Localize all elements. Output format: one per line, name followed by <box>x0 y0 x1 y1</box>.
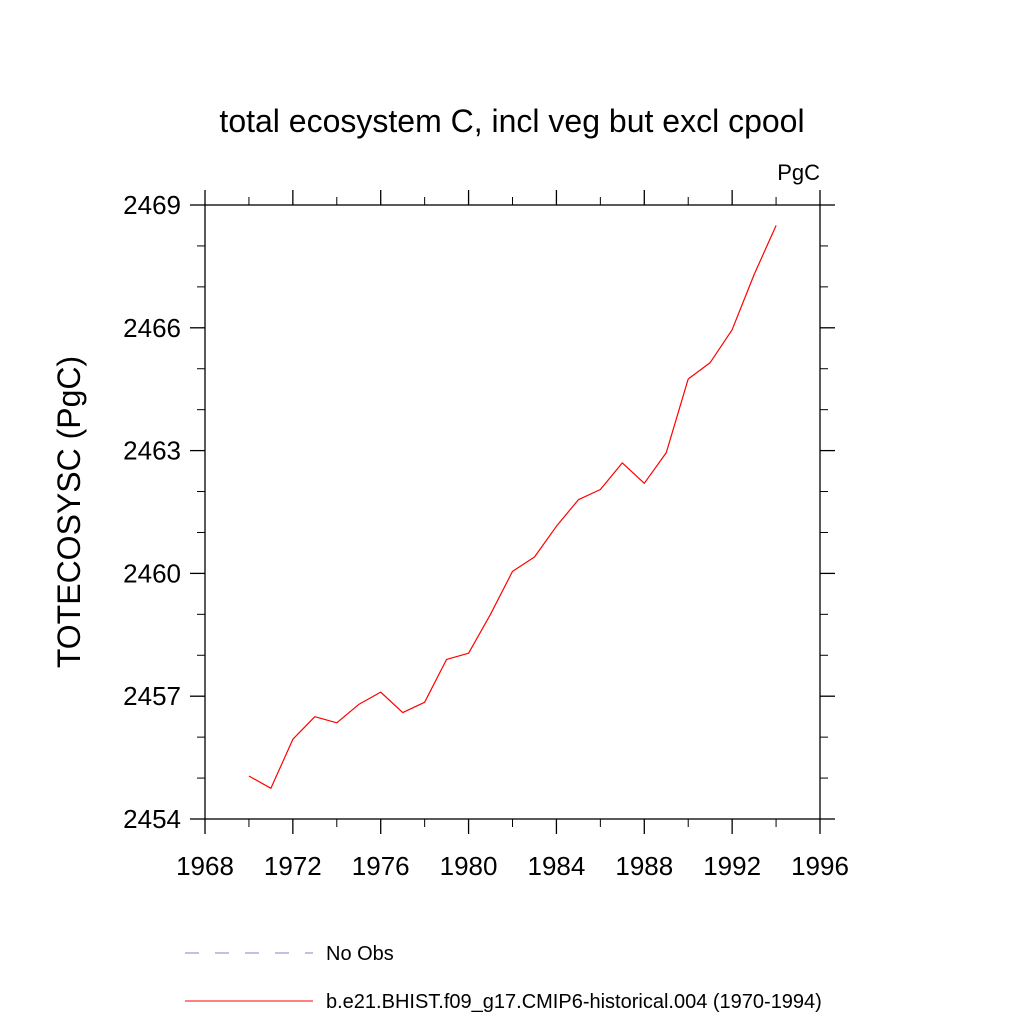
x-tick-label: 1972 <box>264 851 322 881</box>
y-tick-label: 2463 <box>123 436 181 466</box>
series-layer <box>248 225 777 789</box>
y-tick-label: 2457 <box>123 681 181 711</box>
y-axis-label: TOTECOSYSC (PgC) <box>51 356 87 668</box>
x-tick-label: 1996 <box>791 851 849 881</box>
plot-frame <box>204 204 821 820</box>
y-tick-label: 2454 <box>123 804 181 834</box>
x-tick-label: 1976 <box>352 851 410 881</box>
units-label: PgC <box>777 160 820 185</box>
legend-label-historical: b.e21.BHIST.f09_g17.CMIP6-historical.004… <box>326 991 822 1013</box>
chart-title: total ecosystem C, incl veg but excl cpo… <box>219 103 804 139</box>
y-tick-label: 2466 <box>123 313 181 343</box>
x-tick-label: 1968 <box>176 851 234 881</box>
legend: No Obs b.e21.BHIST.f09_g17.CMIP6-histori… <box>185 943 822 1013</box>
legend-label-no-obs: No Obs <box>326 943 394 965</box>
y-tick-label: 2460 <box>123 558 181 588</box>
x-tick-label: 1992 <box>703 851 761 881</box>
x-tick-label: 1980 <box>440 851 498 881</box>
axis-ticks: 2454 2457 2460 2463 2466 2469 1968 1972 1976 1980… <box>123 190 849 881</box>
x-tick-label: 1988 <box>615 851 673 881</box>
y-tick-label: 2469 <box>123 190 181 220</box>
x-tick-label: 1984 <box>528 851 586 881</box>
series-line-0 <box>248 225 777 789</box>
